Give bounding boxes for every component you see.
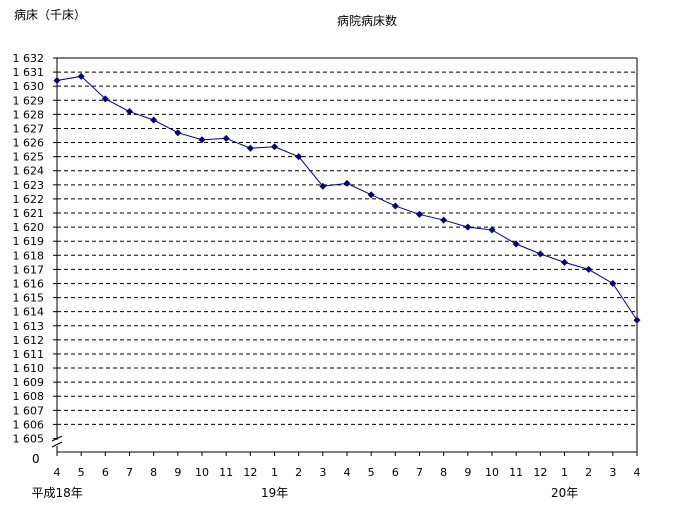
x-tick-label: 11	[509, 466, 523, 479]
y-tick-label: 1 623	[13, 179, 45, 192]
x-tick-label: 1	[271, 466, 278, 479]
data-point	[343, 179, 351, 187]
y-tick-label: 1 627	[13, 122, 45, 135]
x-tick-label: 5	[78, 466, 85, 479]
data-point	[246, 144, 254, 152]
data-point	[150, 116, 158, 124]
x-tick-label: 3	[319, 466, 326, 479]
y-tick-label: 1 620	[13, 221, 45, 234]
data-point	[512, 240, 520, 248]
data-point	[77, 72, 85, 80]
data-point	[416, 210, 423, 218]
y-axis-title: 病床（千床）	[14, 8, 87, 22]
x-tick-label: 10	[195, 466, 209, 479]
data-point	[561, 258, 568, 266]
y-tick-label: 1 618	[13, 249, 45, 262]
y-tick-label: 1 606	[13, 418, 45, 431]
y-tick-label: 1 610	[13, 362, 45, 375]
x-tick-label: 7	[416, 466, 423, 479]
y-tick-label: 1 617	[13, 263, 45, 276]
y-tick-label: 1 611	[13, 348, 45, 361]
data-point	[367, 191, 375, 199]
y-tick-label: 1 630	[13, 80, 45, 93]
y-tick-label: 1 615	[13, 292, 45, 305]
axis-break-mark	[51, 441, 63, 448]
x-tick-label: 7	[126, 466, 133, 479]
data-point	[101, 95, 109, 103]
data-point	[126, 108, 133, 116]
data-point	[174, 129, 182, 137]
gridlines	[57, 57, 637, 425]
data-point	[271, 143, 278, 151]
y-tick-label: 1 605	[13, 433, 45, 446]
x-tick-label: 2	[585, 466, 592, 479]
x-tick-labels: 4 5 6 7 8 9 10 11 12 1 2 3 4 5 6 7 8 9 10 11 12 1 2 3 4	[54, 466, 641, 479]
y-tick-label: 1 624	[13, 165, 45, 178]
x-tick-label: 1	[561, 466, 568, 479]
data-point	[488, 226, 496, 234]
y-axis-zero-label: 0	[32, 452, 40, 466]
y-tick-label: 1 621	[13, 207, 45, 220]
y-tick-label: 1 613	[13, 320, 45, 333]
data-point	[222, 134, 230, 142]
x-tick-label: 3	[609, 466, 616, 479]
y-tick-label: 1 629	[13, 94, 45, 107]
y-tick-label: 1 607	[13, 404, 45, 417]
data-point	[609, 279, 617, 287]
y-tick-label: 1 614	[13, 306, 45, 319]
x-tick-label: 10	[485, 466, 499, 479]
data-point	[633, 316, 641, 324]
data-point	[391, 202, 399, 210]
x-tick-label: 12	[533, 466, 547, 479]
data-point	[295, 153, 303, 161]
x-year-label: 20年	[551, 486, 579, 500]
y-tick-label: 1 616	[13, 277, 45, 290]
y-tick-label: 1 619	[13, 235, 45, 248]
data-point	[440, 216, 448, 224]
x-tick-label: 4	[344, 466, 351, 479]
x-tick-label: 4	[634, 466, 641, 479]
x-tick-label: 6	[102, 466, 109, 479]
x-year-label: 19年	[261, 486, 289, 500]
x-tick-label: 4	[54, 466, 61, 479]
data-point	[198, 136, 206, 144]
y-tick-label: 1 626	[13, 137, 45, 150]
y-tick-label: 1 632	[13, 52, 45, 65]
x-tick-label: 8	[150, 466, 157, 479]
data-point	[464, 223, 472, 231]
data-point	[53, 77, 61, 85]
x-tick-label: 2	[295, 466, 302, 479]
x-year-label: 平成18年	[31, 486, 83, 500]
chart-title: 病院病床数	[337, 14, 398, 28]
x-tick-label: 8	[440, 466, 447, 479]
x-tick-label: 6	[392, 466, 399, 479]
y-tick-label: 1 612	[13, 334, 45, 347]
x-tick-label: 11	[219, 466, 233, 479]
x-tick-label: 9	[464, 466, 471, 479]
y-tick-label: 1 608	[13, 390, 45, 403]
axis-break-mark	[51, 435, 63, 442]
y-tick-label: 1 625	[13, 151, 45, 164]
x-tick-label: 5	[368, 466, 375, 479]
y-tick-label: 1 622	[13, 193, 45, 206]
y-tick-label: 1 631	[13, 66, 45, 79]
data-point	[319, 182, 327, 190]
x-tick-label: 9	[174, 466, 181, 479]
y-tick-label: 1 628	[13, 108, 45, 121]
data-point	[585, 265, 593, 273]
y-tick-label: 1 609	[13, 376, 45, 389]
x-tick-label: 12	[243, 466, 257, 479]
data-point	[536, 250, 544, 258]
axes	[51, 57, 638, 456]
series-layer	[53, 72, 641, 324]
